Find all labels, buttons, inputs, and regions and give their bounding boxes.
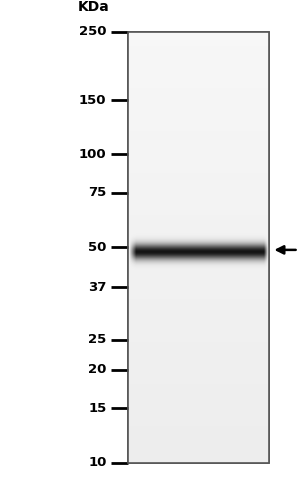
Text: 10: 10 bbox=[88, 456, 106, 469]
Text: KDa: KDa bbox=[78, 0, 110, 14]
Bar bbox=[128, 32, 268, 463]
Text: 75: 75 bbox=[88, 186, 106, 200]
Text: 25: 25 bbox=[88, 333, 106, 346]
Text: 15: 15 bbox=[88, 402, 106, 415]
Text: 50: 50 bbox=[88, 241, 106, 254]
Text: 20: 20 bbox=[88, 364, 106, 376]
Text: 100: 100 bbox=[79, 148, 106, 161]
Bar bbox=[128, 32, 268, 463]
Text: 37: 37 bbox=[88, 281, 106, 294]
Text: 250: 250 bbox=[79, 25, 106, 38]
Text: 150: 150 bbox=[79, 94, 106, 106]
